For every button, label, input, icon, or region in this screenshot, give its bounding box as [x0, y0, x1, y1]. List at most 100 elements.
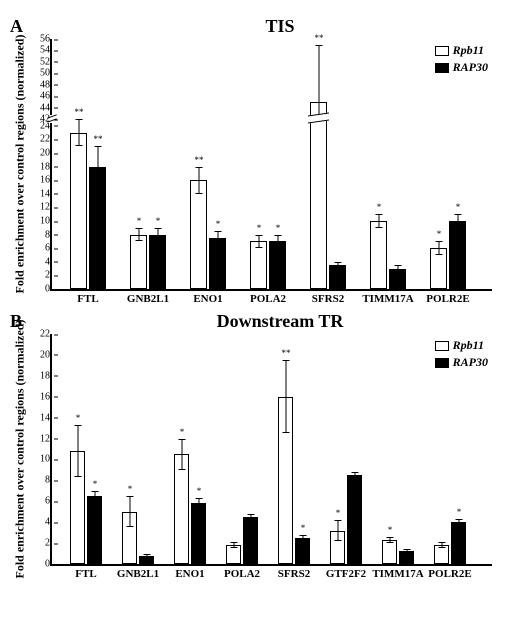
error-bar-wrap — [338, 262, 339, 289]
y-tick: 12 — [40, 433, 52, 444]
error-bar — [379, 214, 380, 228]
error-bar — [407, 549, 408, 553]
error-bar-wrap: * — [278, 235, 279, 289]
x-tick-label: POLR2E — [428, 568, 471, 580]
error-bar-wrap — [442, 542, 443, 564]
legend-swatch — [435, 341, 449, 351]
x-tick-label: FTL — [75, 568, 96, 580]
x-tick-label: POLA2 — [250, 293, 286, 305]
y-tick: 4 — [45, 517, 52, 528]
y-tick: 20 — [40, 349, 52, 360]
chart-panel: BDownstream TRFold enrichment over contr… — [10, 311, 510, 566]
error-bar-wrap: * — [338, 520, 339, 564]
y-tick: 22 — [40, 329, 52, 340]
chart-wrap: Downstream TRFold enrichment over contro… — [50, 311, 510, 566]
error-bar — [458, 214, 459, 228]
y-tick: 20 — [40, 148, 52, 159]
legend-label: RAP30 — [453, 60, 488, 75]
y-tick: 56 — [40, 34, 52, 45]
error-bar — [355, 472, 356, 478]
y-tick: 6 — [45, 496, 52, 507]
significance-marker: * — [76, 413, 81, 423]
y-tick: 14 — [40, 412, 52, 423]
legend-item: Rpb11 — [435, 43, 488, 58]
y-tick: 10 — [40, 454, 52, 465]
error-bar-wrap: ** — [199, 167, 200, 289]
chart-panel: ATISFold enrichment over control regions… — [10, 16, 510, 291]
error-bar-wrap: ** — [98, 146, 99, 289]
error-bar — [199, 167, 200, 194]
error-bar — [130, 496, 131, 527]
error-bar-wrap: * — [379, 214, 380, 289]
y-tick: 10 — [40, 216, 52, 227]
error-bar — [251, 514, 252, 520]
error-bar-wrap — [407, 549, 408, 564]
error-bar — [78, 425, 79, 477]
error-bar-wrap: * — [182, 439, 183, 564]
error-bar-wrap: * — [139, 228, 140, 289]
x-tick-label: POLA2 — [224, 568, 260, 580]
legend-item: Rpb11 — [435, 338, 488, 353]
error-bar-wrap: * — [199, 498, 200, 564]
y-tick: 6 — [45, 243, 52, 254]
x-tick-label: ENO1 — [175, 568, 204, 580]
y-tick: 0 — [45, 559, 52, 570]
error-bar — [390, 537, 391, 543]
y-tick: 14 — [40, 188, 52, 199]
significance-marker: * — [257, 223, 262, 233]
error-bar — [147, 554, 148, 558]
y-axis-label: Fold enrichment over control regions (no… — [13, 320, 28, 579]
y-tick: 8 — [45, 475, 52, 486]
chart-title: TIS — [50, 16, 510, 37]
error-bar — [303, 535, 304, 541]
error-bar — [79, 119, 80, 146]
error-bar-wrap: * — [78, 425, 79, 564]
error-bar-wrap: * — [303, 535, 304, 564]
y-tick: 54 — [40, 45, 52, 56]
error-bar-wrap: * — [459, 519, 460, 564]
error-bar-wrap: * — [259, 235, 260, 289]
x-tick-label: TIMM17A — [362, 293, 413, 305]
error-bar — [278, 235, 279, 249]
error-bar-wrap — [251, 514, 252, 564]
error-bar-wrap: * — [439, 241, 440, 289]
significance-marker: * — [216, 219, 221, 229]
x-tick-label: SFRS2 — [312, 293, 344, 305]
significance-marker: * — [93, 479, 98, 489]
significance-marker: * — [457, 507, 462, 517]
error-bar — [182, 439, 183, 470]
error-bar-wrap: ** — [79, 119, 80, 289]
y-tick: 42 — [40, 114, 52, 125]
x-tick-label: POLR2E — [426, 293, 469, 305]
significance-marker: * — [377, 202, 382, 212]
error-bar-wrap: * — [458, 214, 459, 289]
significance-marker: * — [180, 427, 185, 437]
significance-marker: ** — [282, 348, 291, 358]
y-tick: 2 — [45, 538, 52, 549]
x-tick-label: TIMM17A — [372, 568, 423, 580]
error-bar — [139, 228, 140, 242]
legend-item: RAP30 — [435, 60, 488, 75]
y-tick: 22 — [40, 134, 52, 145]
error-bar — [338, 520, 339, 541]
error-bar — [459, 519, 460, 525]
y-tick: 48 — [40, 79, 52, 90]
error-bar-wrap: * — [130, 496, 131, 564]
chart-title: Downstream TR — [50, 311, 510, 332]
error-bar — [158, 228, 159, 242]
error-bar — [218, 231, 219, 245]
error-bar — [95, 491, 96, 501]
legend-label: Rpb11 — [453, 43, 484, 58]
error-bar-wrap — [398, 265, 399, 289]
significance-marker: * — [301, 523, 306, 533]
y-tick: 18 — [40, 161, 52, 172]
x-tick-label: ENO1 — [193, 293, 222, 305]
significance-marker: * — [456, 202, 461, 212]
x-tick-label: GNB2L1 — [117, 568, 159, 580]
plot-area: Fold enrichment over control regions (no… — [50, 39, 492, 291]
legend-label: RAP30 — [453, 355, 488, 370]
error-bar — [98, 146, 99, 187]
y-tick: 0 — [45, 284, 52, 295]
significance-marker: * — [388, 525, 393, 535]
significance-marker: * — [197, 486, 202, 496]
